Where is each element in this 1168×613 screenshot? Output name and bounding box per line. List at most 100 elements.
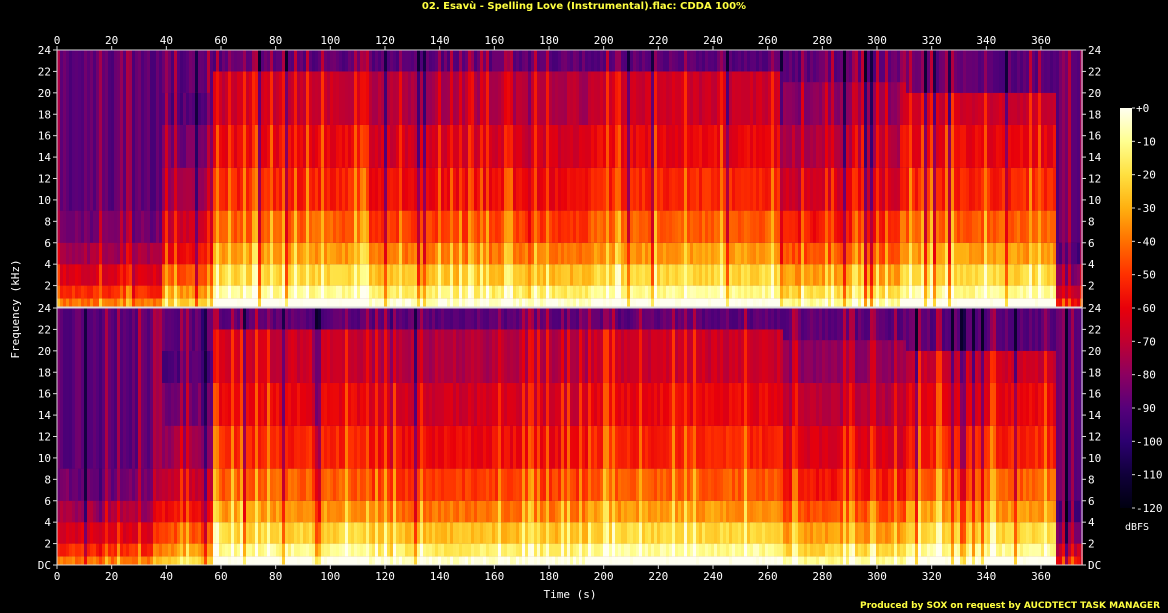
y-tick-label-left: 14: [38, 409, 52, 422]
colorbar-tick-label: -40: [1136, 235, 1156, 248]
x-tick-label-bottom: 100: [320, 570, 340, 583]
y-tick-label-right: 16: [1088, 388, 1101, 401]
x-tick-label-bottom: 240: [703, 570, 723, 583]
y-tick-label-right: 12: [1088, 173, 1101, 186]
y-tick-label-right: DC: [1088, 559, 1101, 572]
chart-title: 02. Esavù - Spelling Love (Instrumental)…: [421, 1, 747, 12]
x-tick-label-top: 260: [758, 34, 778, 47]
x-tick-label-bottom: 140: [430, 570, 450, 583]
y-tick-label-left: 10: [38, 452, 51, 465]
y-tick-label-left: DC: [38, 559, 51, 572]
y-tick-label-left: 2: [44, 280, 51, 293]
y-tick-label-left: 14: [38, 151, 52, 164]
x-tick-label-bottom: 160: [484, 570, 504, 583]
y-tick-label-right: 10: [1088, 194, 1101, 207]
x-tick-label-top: 360: [1031, 34, 1051, 47]
y-tick-label-left: 12: [38, 431, 51, 444]
x-tick-label-top: 0: [54, 34, 61, 47]
colorbar-gradient: [1120, 108, 1132, 508]
colorbar-tick-label: -90: [1136, 402, 1156, 415]
y-tick-label-left: 24: [38, 302, 52, 315]
x-tick-label-bottom: 40: [160, 570, 173, 583]
colorbar-tick-label: -80: [1136, 369, 1156, 382]
y-tick-label-left: 6: [44, 237, 51, 250]
y-tick-label-right: 4: [1088, 516, 1095, 529]
y-tick-label-left: 22: [38, 323, 51, 336]
x-tick-label-bottom: 300: [867, 570, 887, 583]
y-tick-label-right: 24: [1088, 44, 1102, 57]
x-tick-label-bottom: 80: [269, 570, 282, 583]
y-tick-label-right: 16: [1088, 130, 1101, 143]
colorbar: +0 -10 -20 -30 -40 -50 -60 -70 -80 -90 -100 -110 -12…: [1120, 102, 1163, 515]
y-tick-label-left: 20: [38, 87, 51, 100]
x-tick-label-bottom: 220: [648, 570, 668, 583]
y-tick-label-right: 2: [1088, 538, 1095, 551]
colorbar-tick-label: -30: [1136, 202, 1156, 215]
y-tick-label-right: 22: [1088, 323, 1101, 336]
x-tick-label-top: 140: [430, 34, 450, 47]
colorbar-tick-label: -120: [1136, 502, 1163, 515]
y-tick-label-right: 10: [1088, 452, 1101, 465]
y-tick-label-right: 22: [1088, 65, 1101, 78]
colorbar-tick-label: -70: [1136, 335, 1156, 348]
y-tick-label-left: 4: [44, 516, 51, 529]
axes: 0 0 20 20 40 40 60 60 80 80 100 100 120 120 140 140 160 1…: [54, 34, 1051, 583]
y-tick-label-left: 4: [44, 258, 51, 271]
x-tick-label-bottom: 320: [922, 570, 942, 583]
colorbar-tick-label: -100: [1136, 435, 1163, 448]
x-tick-label-bottom: 280: [812, 570, 832, 583]
x-tick-label-bottom: 340: [976, 570, 996, 583]
y-tick-label-right: 8: [1088, 473, 1095, 486]
y-tick-label-right: 6: [1088, 495, 1095, 508]
x-tick-label-bottom: 360: [1031, 570, 1051, 583]
x-tick-label-top: 180: [539, 34, 559, 47]
x-tick-label-top: 60: [214, 34, 227, 47]
y-tick-label-left: 18: [38, 108, 51, 121]
y-tick-label-right: 14: [1088, 151, 1102, 164]
y-tick-label-right: 12: [1088, 431, 1101, 444]
x-tick-label-bottom: 0: [54, 570, 61, 583]
y-tick-label-left: 22: [38, 65, 51, 78]
y-tick-label-right: 18: [1088, 108, 1101, 121]
colorbar-tick-label: +0: [1136, 102, 1149, 115]
y-tick-label-right: 4: [1088, 258, 1095, 271]
colorbar-unit: dBFS: [1125, 522, 1149, 533]
x-tick-label-top: 300: [867, 34, 887, 47]
y-tick-label-left: 24: [38, 44, 52, 57]
x-axis-label: Time (s): [544, 588, 597, 601]
x-tick-label-top: 20: [105, 34, 118, 47]
x-tick-label-top: 280: [812, 34, 832, 47]
x-tick-label-bottom: 180: [539, 570, 559, 583]
y-tick-label-right: 20: [1088, 87, 1101, 100]
y-tick-label-left: 12: [38, 173, 51, 186]
x-tick-label-bottom: 260: [758, 570, 778, 583]
y-tick-label-right: 6: [1088, 237, 1095, 250]
x-tick-label-top: 100: [320, 34, 340, 47]
y-tick-label-right: 14: [1088, 409, 1102, 422]
y-tick-label-right: 24: [1088, 302, 1102, 315]
y-tick-label-right: 8: [1088, 215, 1095, 228]
x-tick-label-top: 200: [594, 34, 614, 47]
x-tick-label-top: 40: [160, 34, 173, 47]
y-tick-label-right: 18: [1088, 366, 1101, 379]
x-tick-label-top: 160: [484, 34, 504, 47]
x-tick-label-top: 220: [648, 34, 668, 47]
y-tick-label-left: 16: [38, 388, 51, 401]
x-tick-label-top: 320: [922, 34, 942, 47]
y-tick-label-right: 2: [1088, 280, 1095, 293]
x-tick-label-bottom: 60: [214, 570, 227, 583]
credit-text: Produced by SOX on request by AUCDTECT T…: [860, 601, 1160, 611]
y-tick-label-left: 18: [38, 366, 51, 379]
x-tick-label-bottom: 200: [594, 570, 614, 583]
y-axis-label: Frequency (kHz): [9, 259, 22, 358]
x-tick-label-top: 80: [269, 34, 282, 47]
colorbar-tick-label: -110: [1136, 469, 1163, 482]
x-tick-label-bottom: 120: [375, 570, 395, 583]
y-tick-label-left: 10: [38, 194, 51, 207]
colorbar-tick-label: -50: [1136, 269, 1156, 282]
colorbar-tick-label: -10: [1136, 135, 1156, 148]
y-tick-label-left: 16: [38, 130, 51, 143]
